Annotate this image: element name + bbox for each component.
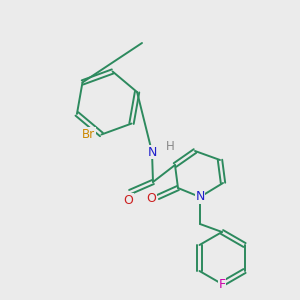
Text: H: H <box>166 140 174 154</box>
Text: F: F <box>218 278 226 292</box>
Text: O: O <box>123 194 133 206</box>
Text: N: N <box>195 190 205 203</box>
Text: N: N <box>147 146 157 158</box>
Text: O: O <box>146 193 156 206</box>
Text: Br: Br <box>82 128 95 141</box>
